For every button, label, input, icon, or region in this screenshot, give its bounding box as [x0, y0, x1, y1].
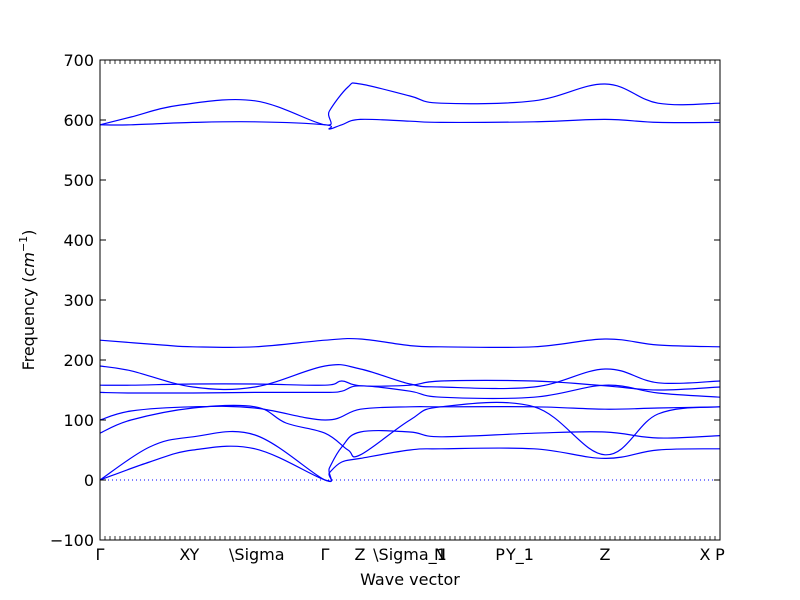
band-series-9: [99, 118, 721, 130]
y-axis-label-close: ): [19, 230, 38, 236]
y-tick-label: −100: [50, 531, 94, 550]
y-axis-label-unit: cm: [19, 252, 38, 276]
x-axis-label: Wave vector: [360, 570, 460, 589]
y-tick-label: 500: [63, 171, 94, 190]
x-tick-label: Γ: [321, 545, 330, 564]
y-axis-label-exp: −1: [17, 236, 30, 252]
y-axis-label-text: Frequency (: [19, 276, 38, 370]
x-tick-label: Y_1: [505, 545, 534, 565]
x-tick-label: P: [715, 545, 725, 564]
x-tick-label: X: [700, 545, 711, 564]
y-tick-label: 600: [63, 111, 94, 130]
band-series-4: [99, 405, 721, 421]
x-tick-label: N: [434, 545, 446, 564]
x-tick-label: Y: [189, 545, 200, 564]
axes-frame: [99, 59, 721, 541]
band-series-6: [99, 379, 721, 391]
x-tick-label: P: [495, 545, 505, 564]
y-tick-label: 400: [63, 231, 94, 250]
band-series-8: [99, 337, 721, 349]
x-tick-label: Z: [600, 545, 611, 564]
band-series-layer: [99, 82, 721, 483]
y-tick-label: 300: [63, 291, 94, 310]
x-tick-label: X: [179, 545, 190, 564]
x-tick-label: \Sigma: [229, 545, 285, 564]
axes-layer: [99, 59, 721, 541]
x-tick-label: Γ: [96, 545, 105, 564]
y-tick-label: 100: [63, 411, 94, 430]
band-series-3: [99, 401, 721, 458]
x-tick-label: \Sigma_1: [373, 545, 447, 565]
band-series-2: [99, 429, 721, 483]
band-series-10: [99, 82, 721, 126]
y-axis-label: Frequency (cm−1): [17, 230, 38, 371]
y-tick-label: 200: [63, 351, 94, 370]
band-series-1: [99, 445, 721, 482]
band-series-7: [99, 364, 721, 391]
x-tick-label: Z: [355, 545, 366, 564]
y-tick-label: 0: [84, 471, 94, 490]
y-tick-label: 700: [63, 51, 94, 70]
